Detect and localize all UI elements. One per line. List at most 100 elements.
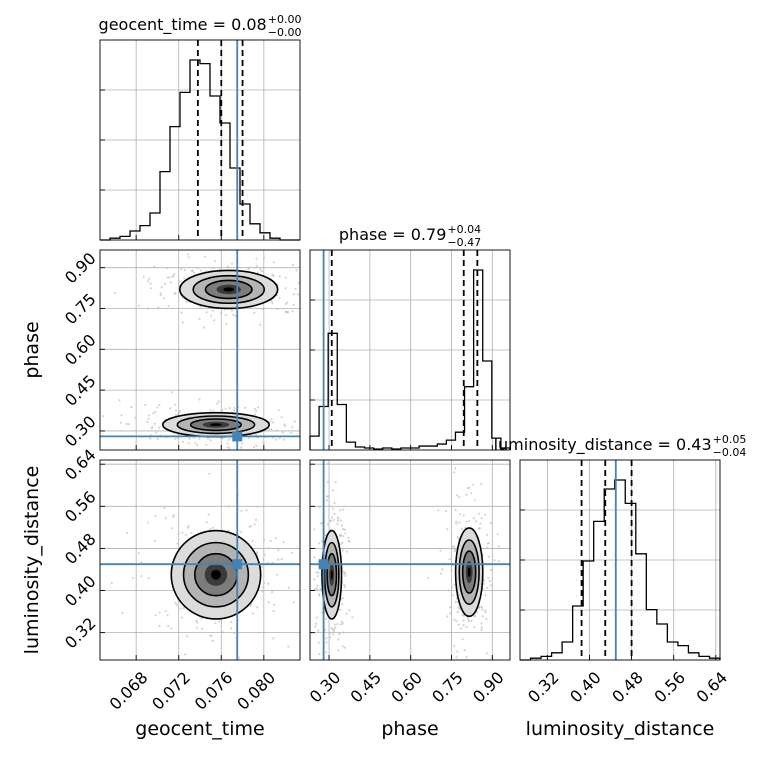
sample-point [456,650,459,653]
sample-point [320,522,323,525]
sample-point [253,311,256,314]
sample-point [227,265,230,268]
sample-point [134,416,137,419]
sample-point [334,481,337,484]
sample-point [110,581,113,585]
sample-point [137,304,141,307]
sample-point [211,309,214,312]
sample-point [275,429,278,432]
sample-point [450,569,453,572]
sample-point [484,594,487,597]
sample-point [169,281,172,284]
sample-point [315,588,318,591]
sample-point [147,414,150,417]
title-main: luminosity_distance = 0.43 [494,435,712,455]
title-main: phase = 0.79 [339,225,446,244]
sample-point [261,590,264,593]
sample-point [292,601,295,604]
sample-point [480,628,483,632]
sample-point [485,618,488,621]
sample-point [229,436,232,439]
sample-point [255,551,259,554]
sample-point [453,644,456,647]
sample-point [183,277,186,280]
sample-point [486,533,489,536]
sample-point [254,413,257,416]
sample-point [282,438,286,441]
sample-point [338,534,342,538]
sample-point [282,541,285,544]
sample-point [315,616,318,619]
sample-point [272,637,275,640]
sample-point [156,406,159,409]
sample-point [187,256,190,259]
sample-point [480,517,483,520]
title-luminosity_distance: luminosity_distance = 0.43 +0.05−0.04 [494,433,747,459]
panel-frame [309,459,511,661]
sample-point [325,651,328,654]
sample-point [177,532,180,535]
posterior-samples [313,462,501,659]
sample-point [479,522,482,525]
sample-point [462,514,465,517]
sample-point [230,309,234,312]
sample-point [153,539,156,543]
sample-point [167,304,170,308]
sample-point [320,540,323,543]
sample-point [317,571,320,574]
sample-point [229,620,233,624]
sample-point [343,528,347,531]
sample-point [196,455,198,457]
sample-point [325,637,328,640]
sample-point [341,528,345,531]
sample-point [330,626,333,630]
sample-point [209,439,212,442]
x-tick-label: 0.64 [692,668,731,707]
sample-point [212,266,215,269]
sample-point [118,399,121,402]
grid-lines [520,460,720,660]
sample-point [256,406,260,409]
sample-point [287,645,290,648]
sample-point [152,412,155,415]
panel-frame [99,459,301,661]
sample-point [102,415,105,418]
grid-lines [310,250,510,450]
sample-point [291,263,295,267]
x-axis-label-geocent_time: geocent_time [135,718,264,740]
sample-point [331,507,334,510]
sample-point [182,607,185,610]
sample-point [459,627,462,630]
sample-point [267,546,270,550]
sample-point [220,311,223,314]
sample-point [452,594,455,597]
sample-point [316,584,319,588]
sample-point [195,619,198,622]
sample-point [343,646,346,649]
sample-point [176,436,179,439]
title-main: geocent_time = 0.08 [99,15,267,35]
sample-point [226,446,229,449]
sample-point [267,601,270,604]
contour-line [179,269,279,310]
title-upper-error: +0.04 [447,223,481,236]
sample-point [254,433,258,436]
contour-line [170,529,262,620]
sample-point [169,407,172,410]
sample-point [465,493,468,496]
sample-point [194,441,197,444]
sample-point [216,402,219,405]
sample-point [154,614,157,617]
sample-point [247,267,250,271]
sample-point [142,275,145,278]
sample-point [487,576,490,580]
x-tick-label: 0.30 [306,668,345,707]
title-lower-error: −0.47 [447,236,481,249]
sample-point [341,535,345,538]
sample-point [489,521,492,525]
sample-point [230,262,234,265]
sample-point [336,522,339,526]
sample-point [251,612,254,615]
sample-point [291,425,294,429]
sample-point [162,297,166,300]
